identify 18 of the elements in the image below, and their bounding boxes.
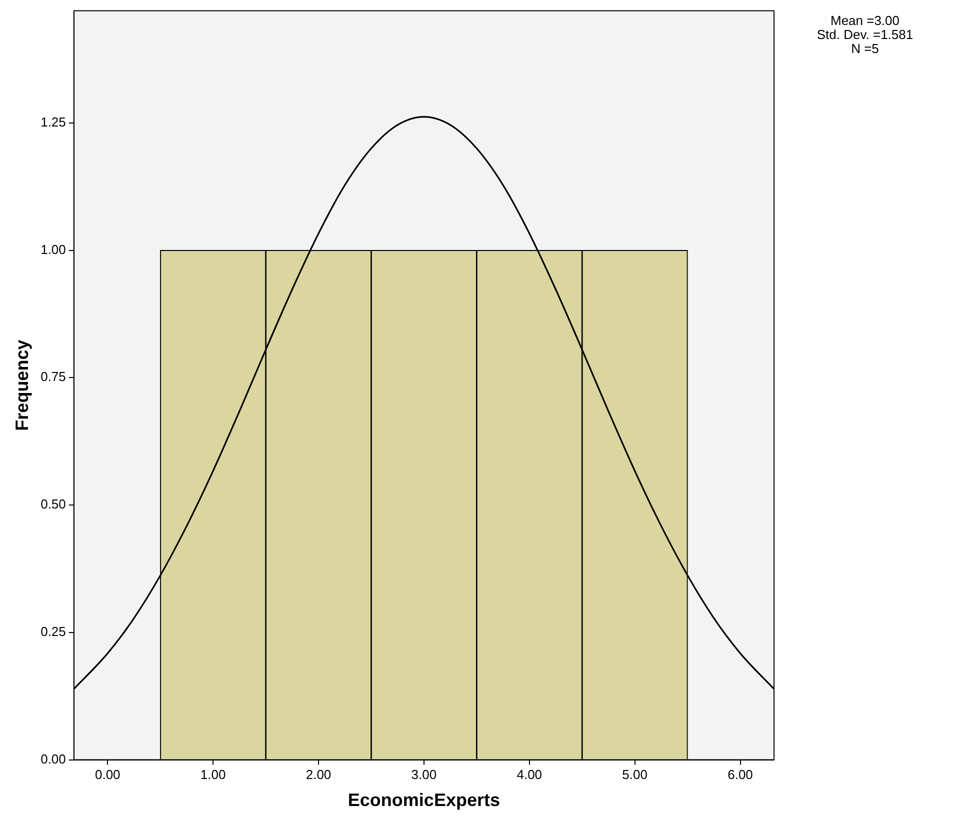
y-tick-label: 0.50 [40,496,66,512]
x-tick-label: 4.00 [516,767,542,782]
text: N =5 [850,41,880,56]
x-axis-title: EconomicExperts [348,790,500,810]
x-tick-label: 1.00 [200,767,226,782]
y-axis-title: Frequency [12,340,32,431]
text: Std. Dev. =1.581 [816,27,914,42]
x-tick-label: 5.00 [622,767,648,782]
x-tick-label: 6.00 [728,767,753,782]
y-tick-label: 0.25 [40,624,66,639]
text: Mean =3.00 [829,13,901,28]
y-tick-label: 0.00 [40,751,66,766]
x-tick-label: 3.00 [411,767,437,782]
x-tick-label: 0.00 [94,767,120,782]
y-tick-label: 1.25 [40,114,66,130]
x-tick-label: 2.00 [306,767,332,782]
y-tick-label: 0.75 [40,369,66,384]
y-tick-label: 1.00 [40,242,66,257]
